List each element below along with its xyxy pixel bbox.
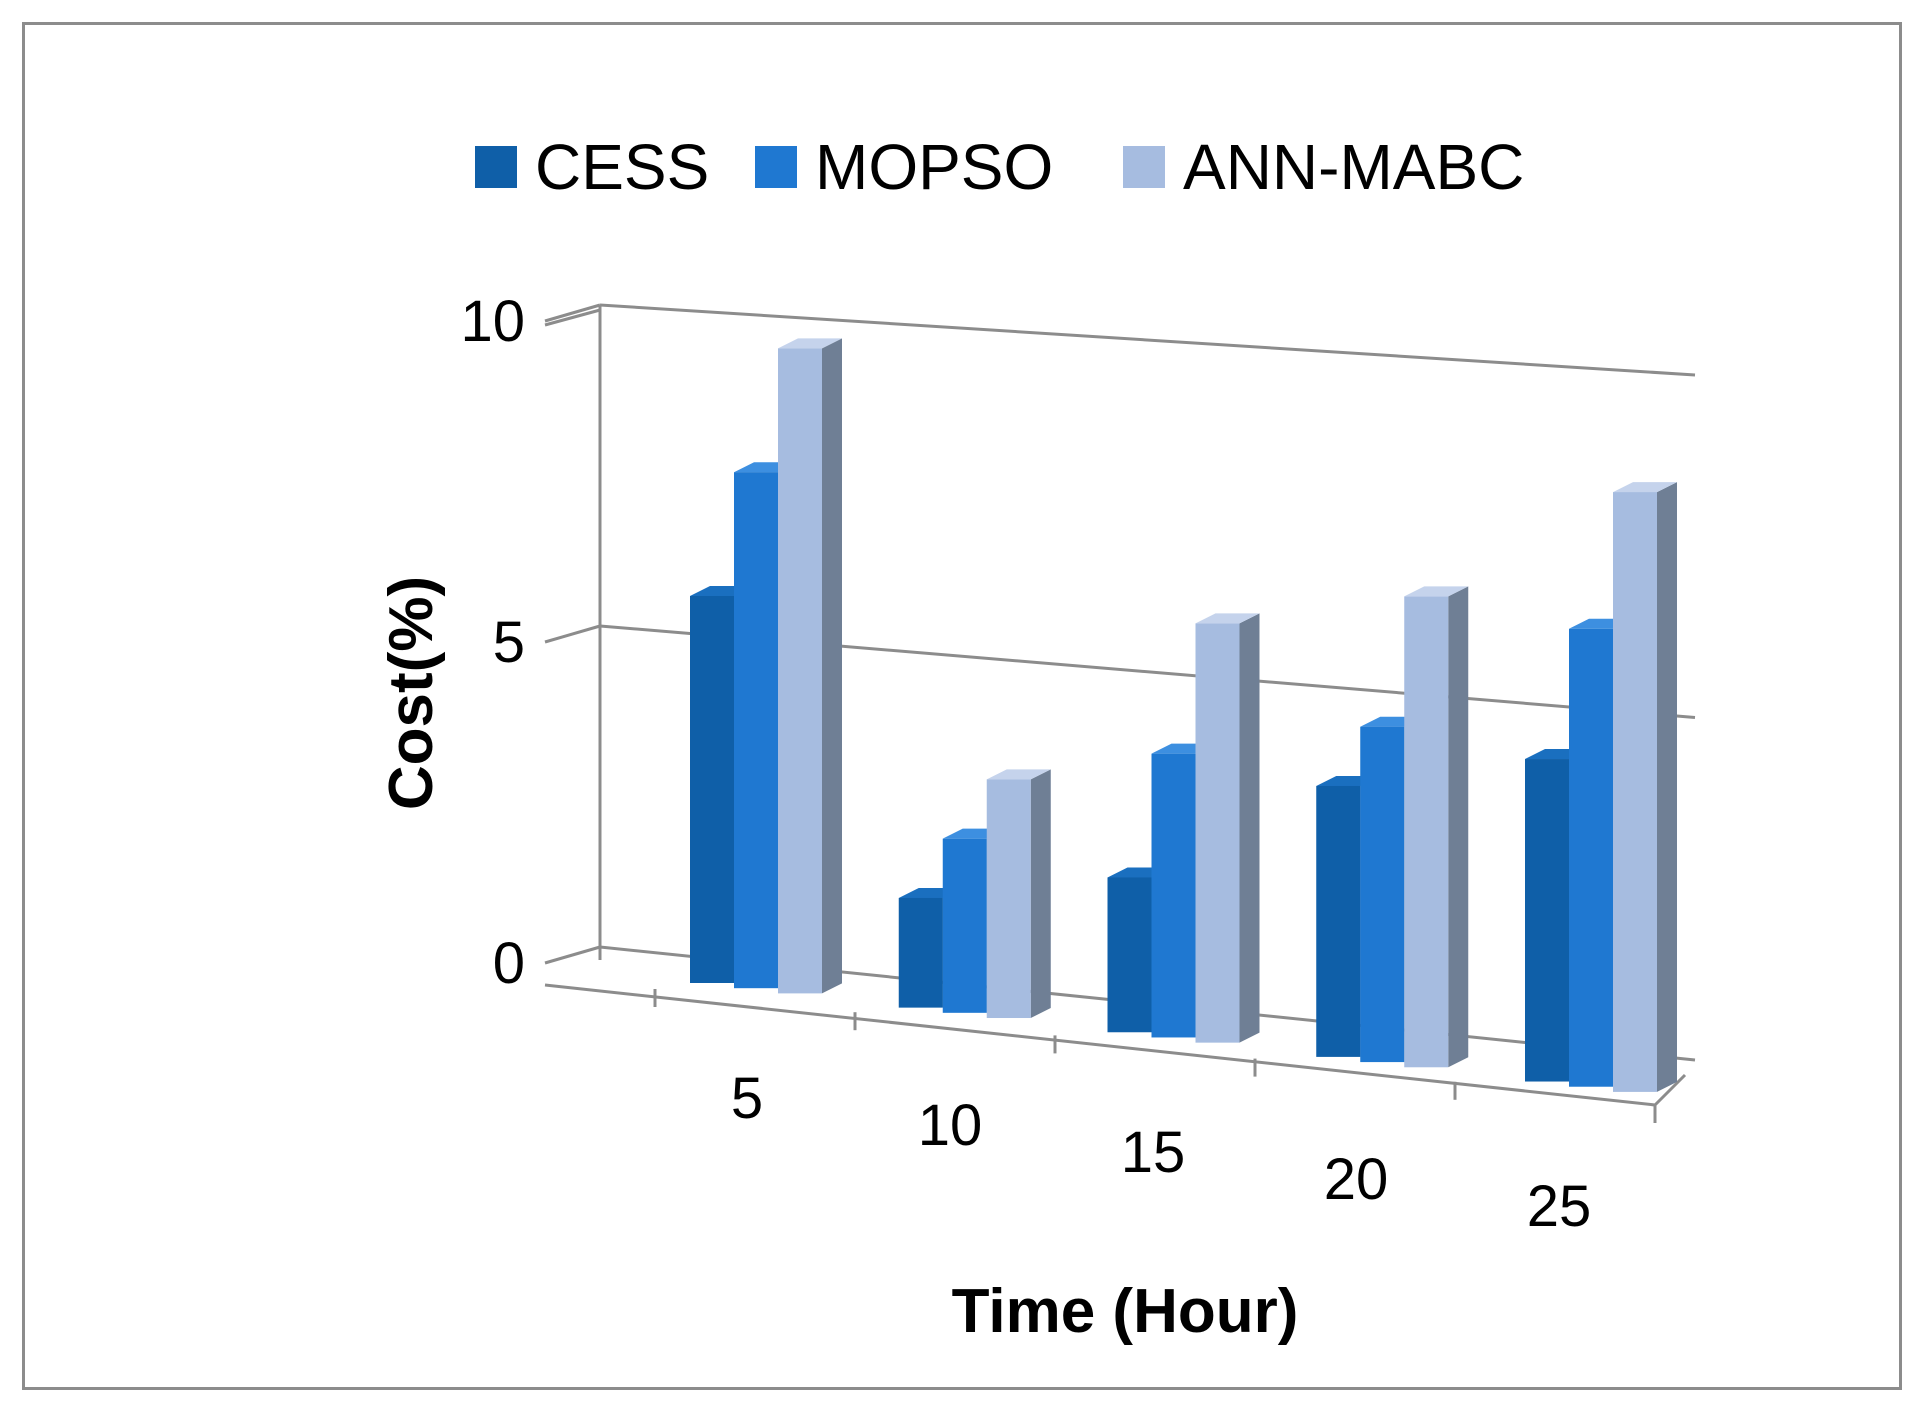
bar-ann-mabc-25-top xyxy=(1613,482,1677,493)
y-tick-mark xyxy=(544,624,601,644)
bar-ann-mabc-10 xyxy=(986,779,1031,1019)
bar-cess-20 xyxy=(1316,785,1361,1057)
bar-cess-10 xyxy=(898,897,943,1008)
bar-ann-mabc-5-side xyxy=(822,338,842,994)
ticks-layer: 0 5 10 5 10 15 20 25 xyxy=(460,289,1591,1239)
bar-group-15 xyxy=(1107,613,1260,1043)
legend-label-cess: CESS xyxy=(535,131,709,203)
y-tick-label: 0 xyxy=(493,931,525,996)
bar-ann-mabc-15-top xyxy=(1195,613,1260,624)
bar-ann-mabc-15 xyxy=(1195,623,1240,1043)
bar-ann-mabc-20-top xyxy=(1404,586,1469,597)
y-tick-mark xyxy=(544,303,601,323)
bar-ann-mabc-10-top xyxy=(986,769,1051,780)
floor-right-edge xyxy=(1653,1073,1687,1107)
bar-ann-mabc-5 xyxy=(778,348,822,994)
bar-ann-mabc-5-top xyxy=(778,338,842,349)
bars-layer xyxy=(690,338,1677,1092)
legend-swatch-cess xyxy=(475,146,517,188)
x-tick-label: 20 xyxy=(1324,1147,1389,1212)
y-axis-title: Cost(%) xyxy=(377,576,446,810)
y-tick-mark xyxy=(544,945,601,965)
legend: CESS MOPSO ANN-MABC xyxy=(475,131,1524,203)
bar-ann-mabc-20 xyxy=(1404,596,1449,1068)
bar-cess-5 xyxy=(690,596,734,983)
bar-group-5 xyxy=(690,338,842,994)
bar-group-10 xyxy=(898,769,1051,1019)
bar-ann-mabc-15-side xyxy=(1239,613,1260,1043)
bar-cess-15 xyxy=(1107,877,1152,1033)
x-tick-label: 25 xyxy=(1527,1174,1592,1239)
bar-group-25 xyxy=(1525,482,1677,1092)
gridline xyxy=(599,303,1696,377)
bar-mopso-20 xyxy=(1360,726,1405,1063)
floor-front-edge xyxy=(544,983,1656,1107)
x-tick-label: 5 xyxy=(731,1066,763,1131)
x-axis-title: Time (Hour) xyxy=(952,1277,1299,1346)
bar-chart: 0 5 10 5 10 15 20 25 CESS MOPSO ANN-MABC Time (Ho… xyxy=(377,131,1696,1346)
bar-mopso-5 xyxy=(734,472,778,989)
left-wall-top xyxy=(544,308,601,327)
bar-cess-25 xyxy=(1525,759,1569,1082)
chart-frame: 0 5 10 5 10 15 20 25 CESS MOPSO ANN-MABC Time (Ho… xyxy=(22,22,1902,1390)
bar-ann-mabc-20-side xyxy=(1448,586,1469,1068)
x-tick-label: 10 xyxy=(918,1093,983,1158)
y-tick-label: 10 xyxy=(460,289,525,354)
legend-swatch-ann-mabc xyxy=(1123,146,1165,188)
bar-mopso-25 xyxy=(1569,628,1613,1087)
legend-label-mopso: MOPSO xyxy=(815,131,1053,203)
bar-group-20 xyxy=(1316,586,1469,1068)
bar-ann-mabc-25 xyxy=(1613,492,1657,1092)
x-tick-label: 15 xyxy=(1121,1120,1186,1185)
bar-ann-mabc-10-side xyxy=(1030,769,1051,1019)
bar-mopso-10 xyxy=(942,838,987,1013)
legend-swatch-mopso xyxy=(755,146,797,188)
y-tick-label: 5 xyxy=(493,610,525,675)
legend-label-ann-mabc: ANN-MABC xyxy=(1183,131,1524,203)
bar-mopso-15 xyxy=(1151,753,1196,1038)
bar-ann-mabc-25-side xyxy=(1657,482,1677,1092)
